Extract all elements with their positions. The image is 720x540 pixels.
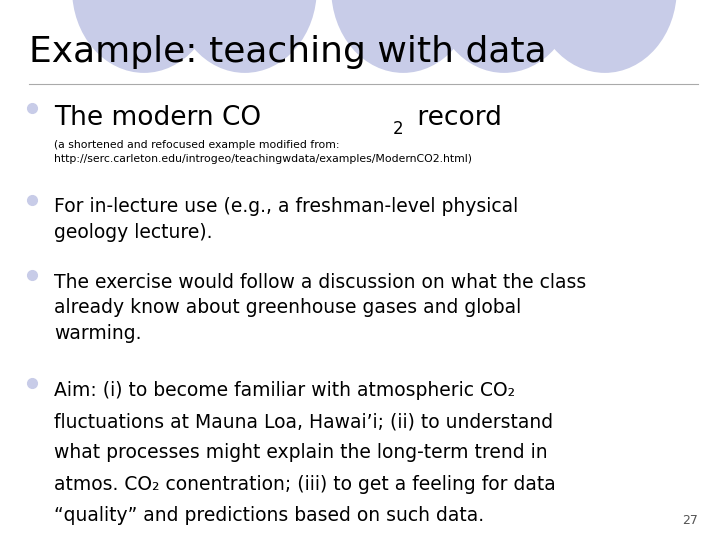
Text: 27: 27 [683, 514, 698, 526]
Text: The modern CO: The modern CO [54, 105, 261, 131]
Text: “quality” and predictions based on such data.: “quality” and predictions based on such … [54, 506, 484, 525]
Text: fluctuations at Mauna Loa, Hawai’i; (ii) to understand: fluctuations at Mauna Loa, Hawai’i; (ii)… [54, 412, 553, 431]
Text: what processes might explain the long-term trend in: what processes might explain the long-te… [54, 443, 548, 462]
Ellipse shape [331, 0, 475, 73]
Text: Aim: (i) to become familiar with atmospheric CO₂: Aim: (i) to become familiar with atmosph… [54, 381, 515, 400]
Text: For in-lecture use (e.g., a freshman-level physical
geology lecture).: For in-lecture use (e.g., a freshman-lev… [54, 197, 518, 242]
Ellipse shape [533, 0, 677, 73]
Ellipse shape [72, 0, 216, 73]
Text: (a shortened and refocused example modified from:
http://serc.carleton.edu/intro: (a shortened and refocused example modif… [54, 140, 472, 164]
Text: Example: teaching with data: Example: teaching with data [29, 35, 546, 69]
Text: The exercise would follow a discussion on what the class
already know about gree: The exercise would follow a discussion o… [54, 273, 586, 343]
Ellipse shape [432, 0, 576, 73]
Ellipse shape [173, 0, 317, 73]
Text: 2: 2 [393, 120, 404, 138]
Text: atmos. CO₂ conentration; (iii) to get a feeling for data: atmos. CO₂ conentration; (iii) to get a … [54, 475, 556, 494]
Text: record: record [409, 105, 502, 131]
